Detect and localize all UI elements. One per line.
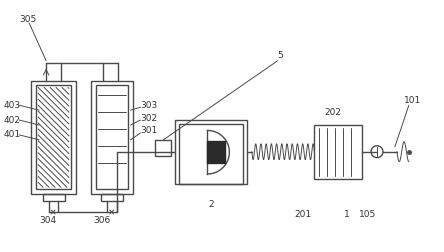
Text: 101: 101	[404, 96, 421, 105]
Bar	[91, 80, 133, 194]
Bar	[175, 120, 247, 184]
Text: 2: 2	[208, 200, 214, 209]
Bar	[179, 124, 243, 184]
Bar	[155, 140, 171, 156]
Text: 401: 401	[4, 130, 20, 139]
Bar	[31, 80, 76, 194]
Text: 306: 306	[93, 216, 110, 226]
Text: 1: 1	[344, 209, 350, 218]
Polygon shape	[207, 141, 225, 163]
Bar	[96, 85, 127, 189]
Text: 402: 402	[4, 116, 20, 124]
Text: 105: 105	[359, 209, 377, 218]
Text: 305: 305	[19, 15, 36, 24]
Bar	[101, 194, 123, 201]
Bar	[314, 125, 362, 179]
Text: 304: 304	[39, 216, 56, 226]
Bar	[36, 85, 71, 189]
Text: 202: 202	[325, 108, 341, 117]
Text: 403: 403	[4, 101, 20, 110]
Text: 302: 302	[140, 114, 158, 122]
Text: 303: 303	[140, 101, 158, 110]
Bar	[43, 194, 65, 201]
Text: 301: 301	[140, 127, 158, 135]
Text: 201: 201	[294, 209, 312, 218]
Text: 5: 5	[278, 51, 283, 60]
